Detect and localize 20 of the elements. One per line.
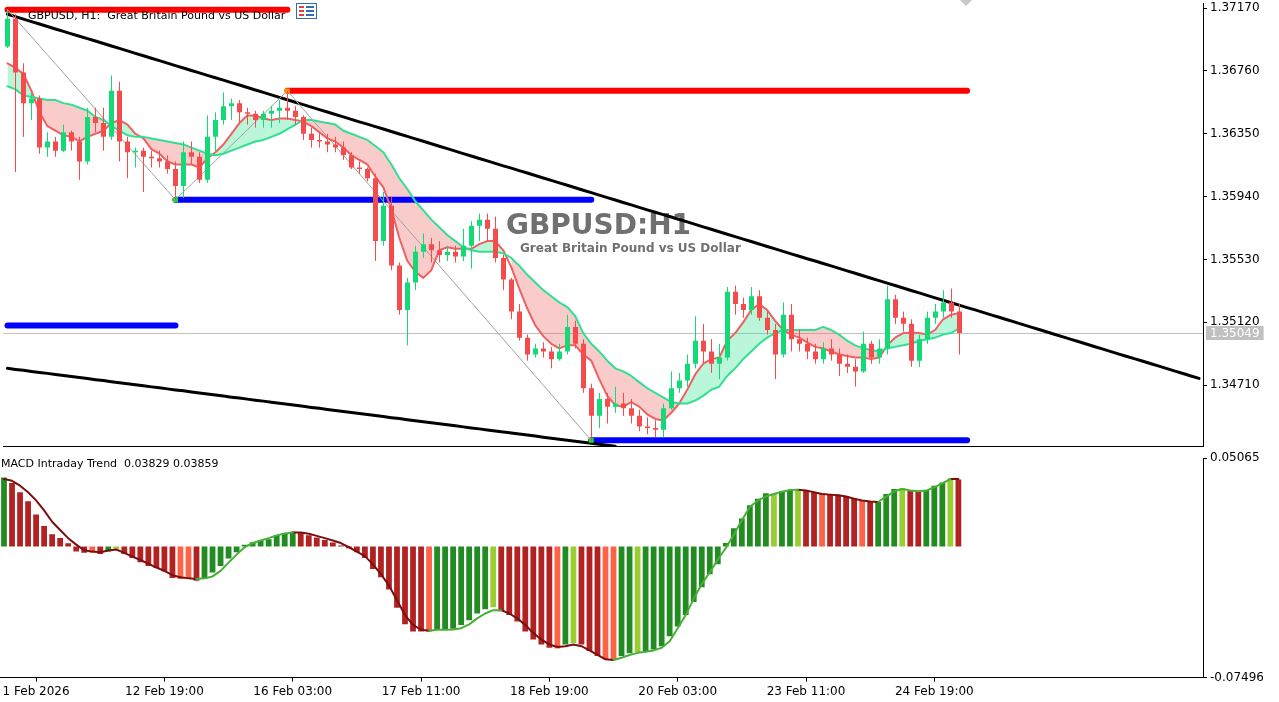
x-tick-label: 16 Feb 03:00 bbox=[253, 683, 333, 698]
y-tick-label: 0.05065 bbox=[1210, 450, 1260, 465]
y-tick-label: 1.37170 bbox=[1210, 0, 1260, 15]
x-tick-label: 1 Feb 2026 bbox=[2, 683, 70, 698]
y-tick-label: 1.34710 bbox=[1210, 377, 1260, 392]
y-tick-label: 1.36760 bbox=[1210, 63, 1260, 78]
y-tick-label: 1.35940 bbox=[1210, 188, 1260, 203]
chart-title: MACD Intraday Trend 0.03829 0.03859 bbox=[1, 457, 219, 470]
y-tick-label: -0.07496 bbox=[1210, 669, 1264, 684]
x-tick-label: 23 Feb 11:00 bbox=[766, 683, 846, 698]
annotation: Great Britain Pound vs US Dollar bbox=[520, 241, 741, 255]
y-tick-label: 1.35530 bbox=[1210, 251, 1260, 266]
annotation: GBPUSD:H1 bbox=[506, 208, 692, 241]
x-tick-label: 24 Feb 19:00 bbox=[894, 683, 974, 698]
y-tick-label: 1.36350 bbox=[1210, 125, 1260, 140]
x-tick-label: 12 Feb 19:00 bbox=[125, 683, 204, 698]
x-tick-label: 18 Feb 19:00 bbox=[510, 683, 589, 698]
x-tick-label: 17 Feb 11:00 bbox=[381, 683, 461, 698]
x-tick-label: 20 Feb 03:00 bbox=[638, 683, 718, 698]
text: GBPUSD, H1: Great Britain Pound vs US Dollar bbox=[28, 9, 286, 22]
